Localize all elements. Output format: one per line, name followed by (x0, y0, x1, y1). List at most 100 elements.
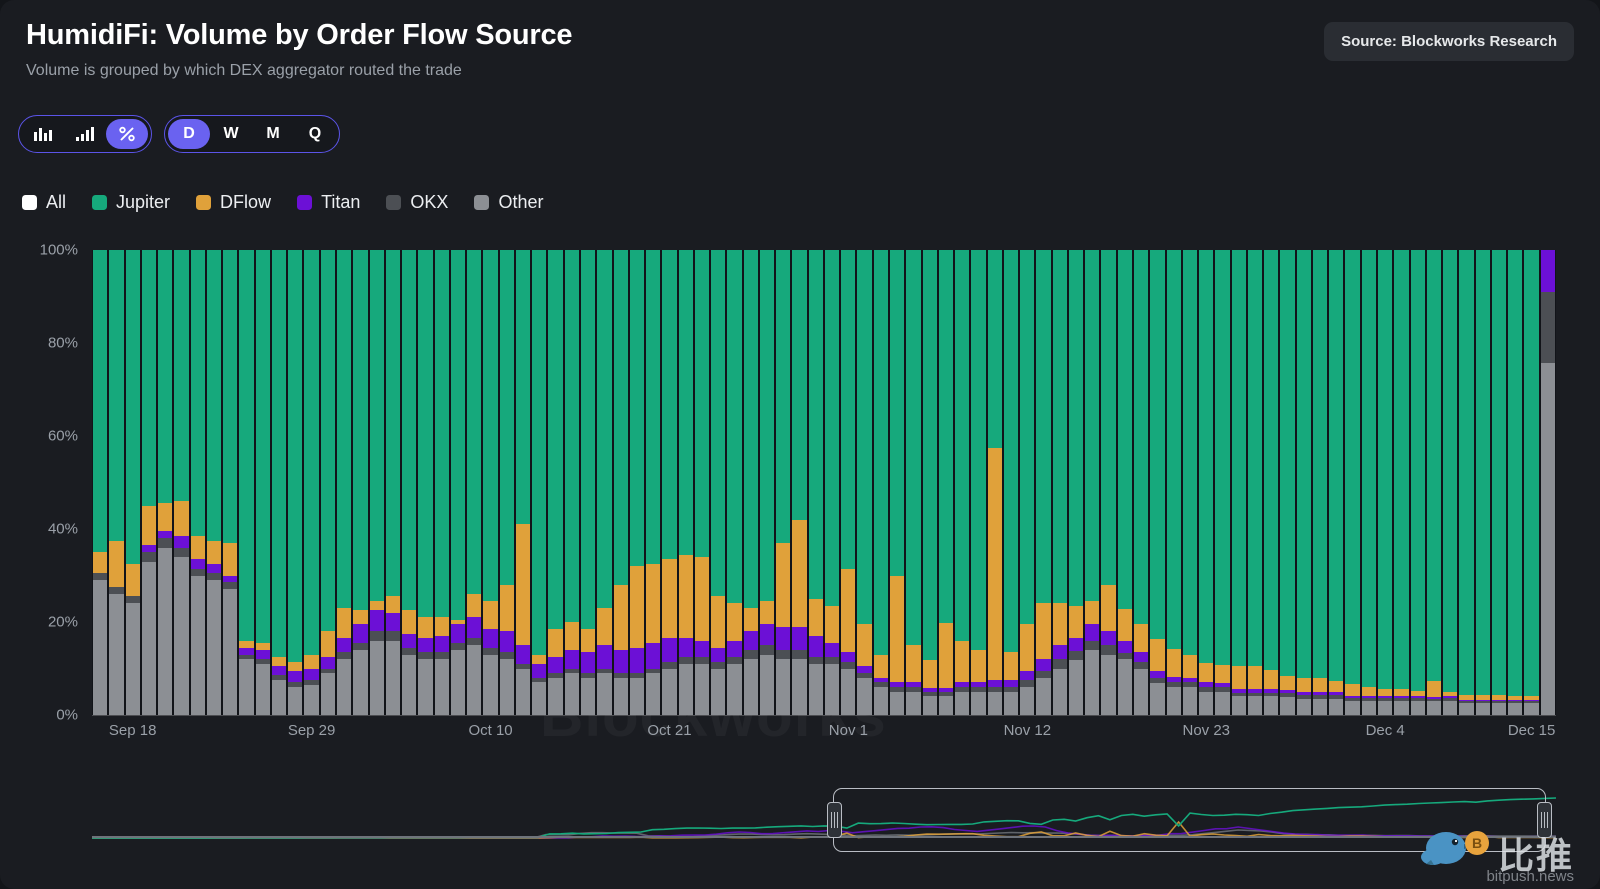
bar-column[interactable] (1019, 250, 1036, 715)
bar-column[interactable] (579, 250, 597, 715)
bar-column[interactable] (1393, 250, 1410, 715)
bar-column[interactable] (1067, 250, 1085, 715)
bar-column[interactable] (1198, 250, 1215, 715)
bar-column[interactable] (124, 250, 141, 715)
bar-column[interactable] (140, 250, 158, 715)
bar-column[interactable] (677, 250, 694, 715)
chart-type-percent-button[interactable] (106, 119, 148, 149)
bar-column[interactable] (205, 250, 223, 715)
bar-column[interactable] (1490, 250, 1508, 715)
bar-column[interactable] (1165, 250, 1182, 715)
bar-column[interactable] (1246, 250, 1264, 715)
bar-column[interactable] (303, 250, 320, 715)
legend-item-titan[interactable]: Titan (297, 192, 360, 212)
interval-button-w[interactable]: W (223, 125, 239, 142)
bar-column[interactable] (1311, 250, 1329, 715)
bar-column[interactable] (319, 250, 336, 715)
bar-column[interactable] (1523, 250, 1540, 715)
bar-column[interactable] (92, 250, 109, 715)
bar-column[interactable] (335, 250, 353, 715)
legend-item-jupiter[interactable]: Jupiter (92, 192, 170, 212)
bar-column[interactable] (726, 250, 743, 715)
bar-column[interactable] (1214, 250, 1231, 715)
bar-column[interactable] (775, 250, 792, 715)
bar-column[interactable] (1002, 250, 1020, 715)
bar-column[interactable] (970, 250, 987, 715)
legend-item-okx[interactable]: OKX (386, 192, 448, 212)
interval-button-d[interactable]: D (168, 119, 210, 149)
bar-column[interactable] (1230, 250, 1247, 715)
bar-column[interactable] (693, 250, 711, 715)
bar-column[interactable] (1263, 250, 1280, 715)
bar-column[interactable] (1149, 250, 1166, 715)
bar-column[interactable] (449, 250, 467, 715)
bar-column[interactable] (466, 250, 483, 715)
bar-column[interactable] (368, 250, 385, 715)
bar-column[interactable] (1507, 250, 1524, 715)
bar-column[interactable] (1539, 250, 1556, 715)
bar-column[interactable] (238, 250, 255, 715)
bar-column[interactable] (498, 250, 515, 715)
bar-column[interactable] (872, 250, 890, 715)
bar-column[interactable] (157, 250, 174, 715)
bar-column[interactable] (1409, 250, 1426, 715)
brush-handle-left[interactable] (826, 802, 842, 838)
bar-column[interactable] (628, 250, 646, 715)
chart-type-grouped-bar-button[interactable] (22, 119, 64, 149)
bar-column[interactable] (1133, 250, 1150, 715)
bar-column[interactable] (661, 250, 678, 715)
bar-column[interactable] (1425, 250, 1443, 715)
bar-column[interactable] (1279, 250, 1296, 715)
bar-column[interactable] (1084, 250, 1101, 715)
bar-column[interactable] (986, 250, 1003, 715)
bar-column[interactable] (710, 250, 727, 715)
bar-column[interactable] (1344, 250, 1361, 715)
bar-column[interactable] (482, 250, 499, 715)
bar-column[interactable] (758, 250, 776, 715)
bar-column[interactable] (1442, 250, 1459, 715)
range-navigator[interactable] (92, 780, 1556, 860)
bar-column[interactable] (531, 250, 548, 715)
legend-item-all[interactable]: All (22, 192, 66, 212)
bar-column[interactable] (823, 250, 841, 715)
legend-item-other[interactable]: Other (474, 192, 543, 212)
bar-column[interactable] (889, 250, 906, 715)
bar-column[interactable] (547, 250, 564, 715)
chart-type-stacked-bar-button[interactable] (64, 119, 106, 149)
bar-column[interactable] (905, 250, 922, 715)
bar-column[interactable] (921, 250, 938, 715)
bar-column[interactable] (1295, 250, 1312, 715)
bar-column[interactable] (645, 250, 662, 715)
bar-column[interactable] (1474, 250, 1491, 715)
bar-column[interactable] (1051, 250, 1068, 715)
bar-column[interactable] (1035, 250, 1052, 715)
bar-column[interactable] (401, 250, 418, 715)
navigator-brush[interactable] (826, 788, 1552, 852)
bar-column[interactable] (612, 250, 629, 715)
bar-column[interactable] (1181, 250, 1199, 715)
bar-column[interactable] (954, 250, 971, 715)
bar-column[interactable] (1328, 250, 1345, 715)
bar-column[interactable] (1458, 250, 1475, 715)
bar-column[interactable] (840, 250, 857, 715)
bar-column[interactable] (1376, 250, 1394, 715)
bar-column[interactable] (742, 250, 759, 715)
bar-column[interactable] (514, 250, 532, 715)
bar-column[interactable] (108, 250, 125, 715)
bar-column[interactable] (596, 250, 613, 715)
legend-item-dflow[interactable]: DFlow (196, 192, 271, 212)
bar-column[interactable] (1100, 250, 1117, 715)
bar-column[interactable] (352, 250, 369, 715)
bar-column[interactable] (791, 250, 808, 715)
bar-column[interactable] (173, 250, 190, 715)
bar-column[interactable] (563, 250, 580, 715)
bar-column[interactable] (433, 250, 450, 715)
bar-column[interactable] (270, 250, 288, 715)
bar-column[interactable] (189, 250, 206, 715)
bar-column[interactable] (254, 250, 271, 715)
brush-handle-right[interactable] (1536, 802, 1552, 838)
bar-column[interactable] (856, 250, 873, 715)
interval-button-m[interactable]: M (266, 125, 280, 142)
bar-column[interactable] (417, 250, 434, 715)
bar-column[interactable] (807, 250, 824, 715)
